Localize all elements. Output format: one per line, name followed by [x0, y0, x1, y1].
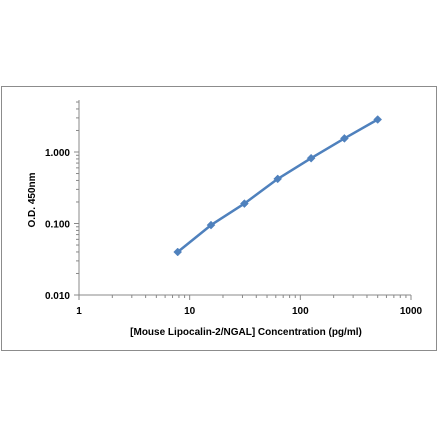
y-tick-labels: 0.010 0.100 1.000 — [45, 148, 70, 302]
data-point-marker — [373, 115, 383, 124]
data-point-marker — [240, 199, 249, 208]
data-point-marker — [173, 247, 183, 257]
x-tick-label: 100 — [292, 306, 309, 317]
data-point-marker — [340, 134, 349, 143]
y-tick-label: 0.010 — [45, 291, 70, 302]
y-tick-label: 0.100 — [45, 220, 70, 231]
x-axis-title: [Mouse Lipocalin-2/NGAL] Concentration (… — [130, 327, 362, 338]
x-tick-label: 1 — [76, 306, 82, 317]
data-point-marker — [306, 153, 316, 163]
series-group — [173, 115, 383, 257]
data-point-marker — [273, 174, 283, 184]
y-ticks — [74, 101, 79, 296]
data-point-marker — [206, 220, 216, 230]
y-axis-title: O.D. 450nm — [27, 172, 38, 227]
x-tick-label: 10 — [184, 306, 196, 317]
y-tick-label: 1.000 — [45, 148, 70, 159]
x-tick-labels: 1 10 100 1000 — [76, 306, 422, 317]
x-tick-label: 1000 — [400, 306, 423, 317]
x-ticks — [78, 295, 412, 300]
